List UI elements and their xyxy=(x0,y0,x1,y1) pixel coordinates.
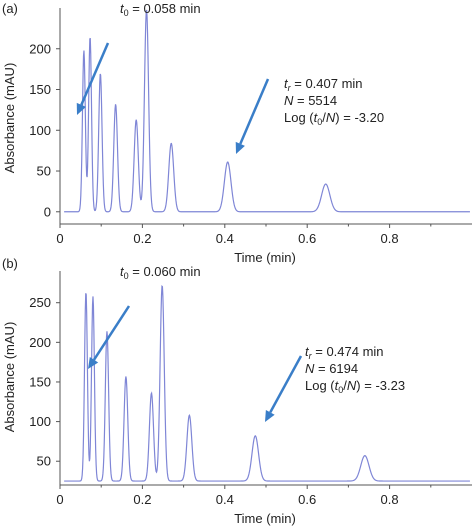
annotation-2-part: = 5514 xyxy=(293,93,337,108)
annotation-2-part: N xyxy=(284,93,294,108)
annotation-3-part: N xyxy=(347,378,357,393)
y-tick-label: 100 xyxy=(29,414,51,429)
y-axis-title: Absorbance (mAU) xyxy=(2,322,17,433)
annotation-1-part: r xyxy=(309,351,313,361)
retention-arrow-head xyxy=(265,409,275,422)
y-tick-label: 200 xyxy=(29,41,51,56)
annotation-0-part: t xyxy=(120,1,125,16)
annotation-1-part: = 0.407 min xyxy=(291,76,363,91)
retention-arrow xyxy=(265,355,303,422)
annotation-0: t0 = 0.060 min xyxy=(120,264,201,281)
y-tick-label: 50 xyxy=(37,454,51,469)
annotation-1-part: r xyxy=(288,83,292,93)
annotation-0: t0 = 0.058 min xyxy=(120,1,201,18)
annotation-1-part: t xyxy=(305,344,310,359)
annotation-1-part: = 0.474 min xyxy=(312,344,384,359)
y-tick-label: 200 xyxy=(29,335,51,350)
retention-arrow-head xyxy=(235,141,245,154)
panel-a: (a) 0 0.2 0.4 0.6 0.8 0 50 100 150 200 Time (min) Ab… xyxy=(2,1,472,265)
dead-time-arrow-shaft xyxy=(92,305,131,361)
annotation-3-part: 0 xyxy=(338,385,343,395)
annotation-0-part: = 0.058 min xyxy=(129,1,201,16)
annotation-3-part: / xyxy=(322,110,326,125)
x-tick-label: 0.6 xyxy=(298,492,316,507)
x-tick-label: 0.6 xyxy=(298,231,316,246)
annotation-3-part: N xyxy=(326,110,336,125)
annotation-3-part: Log ( xyxy=(284,110,314,125)
annotation-3-part: ) = -3.23 xyxy=(356,378,405,393)
x-tick-label: 0.2 xyxy=(133,231,151,246)
annotation-1: tr = 0.407 min xyxy=(284,76,363,93)
x-tick-label: 0.8 xyxy=(381,231,399,246)
dead-time-arrow xyxy=(88,305,131,369)
y-tick-label: 0 xyxy=(44,204,51,219)
annotation-2: N = 6194 xyxy=(305,361,358,376)
panel-label: (b) xyxy=(2,256,18,271)
annotation-3-part: Log ( xyxy=(305,378,335,393)
retention-arrow xyxy=(235,78,270,154)
x-axis-title: Time (min) xyxy=(234,250,296,265)
annotation-3-part: 0 xyxy=(317,117,322,127)
dead-time-arrow-head xyxy=(88,357,99,369)
annotation-3: Log (t0/N) = -3.23 xyxy=(305,378,405,395)
x-tick-label: 0.8 xyxy=(381,492,399,507)
x-tick-label: 0 xyxy=(56,231,63,246)
dead-time-arrow xyxy=(76,42,110,115)
retention-arrow-shaft xyxy=(239,78,270,145)
y-tick-label: 50 xyxy=(37,164,51,179)
annotation-2-part: = 6194 xyxy=(314,361,358,376)
panel-b: (b) 0 0.2 0.4 0.6 0.8 50 100 150 200 250 Time (min)… xyxy=(2,256,472,526)
y-tick-label: 250 xyxy=(29,295,51,310)
annotation-2-part: N xyxy=(305,361,315,376)
annotation-3: Log (t0/N) = -3.20 xyxy=(284,110,384,127)
y-tick-label: 150 xyxy=(29,374,51,389)
retention-arrow-shaft xyxy=(269,355,303,413)
x-tick-label: 0.2 xyxy=(133,492,151,507)
x-tick-label: 0.4 xyxy=(216,492,234,507)
annotation-0-part: = 0.060 min xyxy=(129,264,201,279)
annotation-3-part: t xyxy=(335,378,340,393)
annotation-3-part: ) = -3.20 xyxy=(335,110,384,125)
chromatogram-trace xyxy=(64,9,470,213)
annotation-2: N = 5514 xyxy=(284,93,337,108)
chromatogram-trace xyxy=(64,285,470,482)
annotation-0-part: 0 xyxy=(124,8,129,18)
x-axis-title: Time (min) xyxy=(234,511,296,526)
y-tick-label: 100 xyxy=(29,123,51,138)
y-axis-title: Absorbance (mAU) xyxy=(2,63,17,174)
annotation-1-part: t xyxy=(284,76,289,91)
x-tick-label: 0 xyxy=(56,492,63,507)
panel-label: (a) xyxy=(2,1,18,16)
annotation-0-part: t xyxy=(120,264,125,279)
y-tick-label: 150 xyxy=(29,82,51,97)
annotation-1: tr = 0.474 min xyxy=(305,344,384,361)
annotation-3-part: / xyxy=(343,378,347,393)
annotation-0-part: 0 xyxy=(124,271,129,281)
dead-time-arrow-head xyxy=(76,102,86,115)
x-tick-label: 0.4 xyxy=(216,231,234,246)
dead-time-arrow-shaft xyxy=(80,42,110,106)
annotation-3-part: t xyxy=(314,110,319,125)
